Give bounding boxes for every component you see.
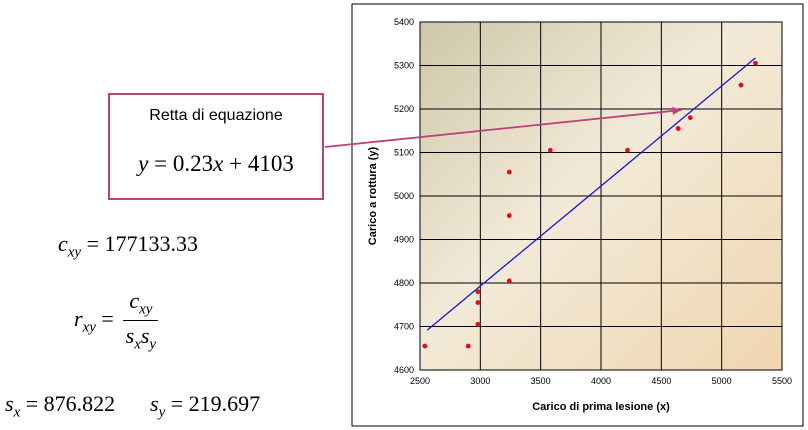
y-tick-label: 4600 — [394, 365, 414, 375]
equation-x: x — [213, 151, 224, 176]
data-point — [625, 147, 630, 153]
correlation-formula: rxy = cxy sxsy — [74, 288, 159, 354]
sy-symbol: s — [150, 391, 159, 416]
sy-formula: sy = 219.697 — [150, 391, 260, 421]
data-point — [753, 60, 758, 66]
den1-symbol: s — [125, 323, 135, 349]
x-tick-label: 5500 — [772, 376, 792, 386]
data-point — [422, 343, 428, 349]
x-tick-label: 5000 — [712, 376, 732, 386]
arrow-head — [672, 106, 682, 115]
sx-symbol: s — [5, 391, 14, 416]
annotation-arrow — [324, 106, 682, 148]
data-point — [506, 278, 512, 284]
x-axis-label: Carico di prima lesione (x) — [532, 401, 670, 413]
equation-y: y — [138, 151, 149, 176]
den2-subscript: y — [149, 336, 157, 353]
data-point — [687, 115, 693, 121]
y-tick-label: 4700 — [394, 322, 414, 332]
y-tick-label: 5200 — [394, 104, 414, 114]
trendline — [426, 57, 756, 331]
equation-box: Retta di equazione y = 0.23x + 4103 — [108, 93, 324, 200]
fraction-numerator: cxy — [123, 288, 159, 322]
num-subscript: xy — [139, 301, 153, 318]
cov-symbol: c — [58, 231, 68, 256]
x-tick-label: 3000 — [470, 376, 490, 386]
data-point — [506, 213, 512, 218]
data-point — [547, 147, 553, 153]
y-axis-label: Carico a rottura (y) — [367, 146, 379, 245]
cov-subscript: xy — [67, 244, 82, 261]
data-points — [422, 60, 758, 349]
r-subscript: xy — [82, 319, 96, 336]
data-point — [675, 126, 681, 131]
den1-subscript: x — [134, 336, 141, 353]
trendline-layer — [426, 57, 756, 331]
data-point — [475, 300, 481, 305]
x-tick-label: 4000 — [591, 376, 611, 386]
fraction-denominator: sxsy — [123, 321, 158, 353]
data-point — [475, 321, 481, 327]
x-tick-label: 2500 — [410, 376, 430, 386]
grid-lines — [419, 21, 783, 371]
x-tick-labels: 2500 3000 3500 4000 4500 5000 5500 — [410, 376, 792, 386]
r-symbol: r — [74, 305, 83, 331]
sy-value: = 219.697 — [170, 391, 261, 416]
equation-tail: + 4103 — [229, 151, 294, 176]
r-equals: = — [101, 305, 114, 331]
data-point — [738, 82, 744, 88]
num-symbol: c — [129, 288, 140, 313]
sx-subscript: x — [13, 404, 21, 421]
y-tick-label: 5100 — [394, 148, 414, 158]
y-tick-label: 4900 — [394, 235, 414, 245]
sx-value: = 876.822 — [25, 391, 116, 416]
x-tick-label: 3500 — [531, 376, 551, 386]
regression-equation: y = 0.23x + 4103 — [110, 151, 322, 177]
equation-caption: Retta di equazione — [149, 107, 283, 124]
sx-formula: sx = 876.822 — [5, 391, 115, 421]
data-point — [465, 343, 471, 349]
den2-symbol: s — [140, 323, 150, 349]
correlation-fraction: cxy sxsy — [123, 288, 159, 354]
data-point — [506, 169, 512, 175]
y-tick-label: 5300 — [394, 61, 414, 71]
arrow-line — [324, 109, 682, 148]
y-tick-label: 5400 — [394, 17, 414, 27]
cov-value: = 177133.33 — [86, 231, 199, 256]
x-tick-label: 4500 — [651, 376, 671, 386]
data-point — [475, 289, 481, 295]
equation-rhs: = 0.23 — [154, 151, 214, 176]
y-tick-label: 5000 — [394, 191, 414, 201]
y-tick-label: 4800 — [394, 278, 414, 288]
covariance-formula: cxy = 177133.33 — [58, 231, 198, 261]
sy-subscript: y — [158, 404, 166, 421]
y-tick-labels: 4600 4700 4800 4900 5000 5100 5200 5300 5400 — [394, 17, 414, 375]
